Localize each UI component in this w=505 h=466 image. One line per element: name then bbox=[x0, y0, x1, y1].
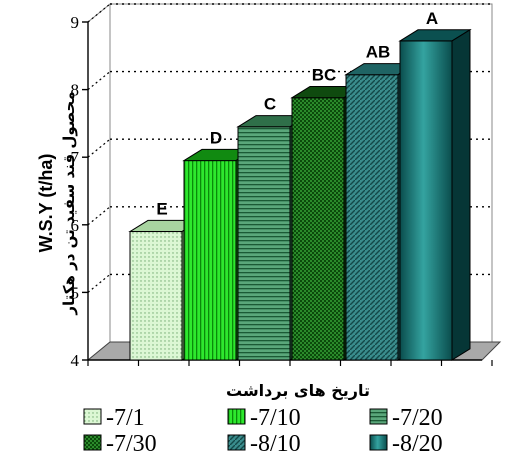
legend-swatch bbox=[83, 408, 102, 425]
side-wall bbox=[87, 2, 111, 362]
y-axis-subtitle: محصول قند سفید تن در هکتار bbox=[60, 91, 78, 315]
legend-swatch bbox=[227, 434, 246, 451]
data-label: A bbox=[426, 9, 438, 28]
legend-item-1: -7/1 bbox=[83, 405, 145, 431]
legend-item-5: -8/10 bbox=[227, 431, 301, 457]
bar-front bbox=[399, 40, 453, 361]
bar-front bbox=[183, 160, 237, 361]
bar-front bbox=[237, 126, 291, 361]
data-labels: E D C BC AB A bbox=[156, 9, 438, 219]
data-label: AB bbox=[366, 43, 391, 62]
y-tick-label: 9 bbox=[71, 13, 80, 32]
y-tick-label: 5 bbox=[71, 283, 80, 302]
data-label: C bbox=[264, 95, 276, 114]
legend-label: -7/30 bbox=[106, 431, 157, 457]
y-axis-title: W.S.Y (t/ha) bbox=[36, 154, 56, 253]
bar-side bbox=[451, 28, 471, 361]
bar-front bbox=[129, 231, 183, 361]
bar-6 bbox=[398, 28, 472, 361]
bars bbox=[128, 28, 472, 361]
data-label: BC bbox=[312, 66, 337, 85]
legend-label: -7/1 bbox=[106, 405, 145, 431]
legend-swatch bbox=[227, 408, 246, 425]
y-tick-label: 7 bbox=[71, 148, 80, 167]
legend-swatch bbox=[369, 434, 388, 451]
data-label: D bbox=[210, 128, 222, 147]
y-tick-label: 6 bbox=[71, 216, 80, 235]
legend-label: -8/20 bbox=[392, 431, 443, 457]
y-tick-label: 4 bbox=[71, 351, 80, 370]
data-label: E bbox=[156, 199, 167, 218]
legend-label: -8/10 bbox=[250, 431, 301, 457]
legend-item-2: -7/10 bbox=[227, 405, 301, 431]
legend-item-4: -7/30 bbox=[83, 431, 157, 457]
y-tick-label: 8 bbox=[71, 81, 80, 100]
legend: -7/1 -7/10 -7/20 -7/30 -8/10 -8/20 bbox=[83, 405, 443, 457]
legend-item-6: -8/20 bbox=[369, 431, 443, 457]
legend-swatch bbox=[369, 408, 388, 425]
bar-front bbox=[345, 74, 399, 361]
legend-swatch bbox=[83, 434, 102, 451]
x-axis-title: تاریخ های برداشت bbox=[226, 381, 370, 400]
bar-front bbox=[291, 97, 345, 361]
legend-label: -7/20 bbox=[392, 405, 443, 431]
legend-label: -7/10 bbox=[250, 405, 301, 431]
legend-item-3: -7/20 bbox=[369, 405, 443, 431]
